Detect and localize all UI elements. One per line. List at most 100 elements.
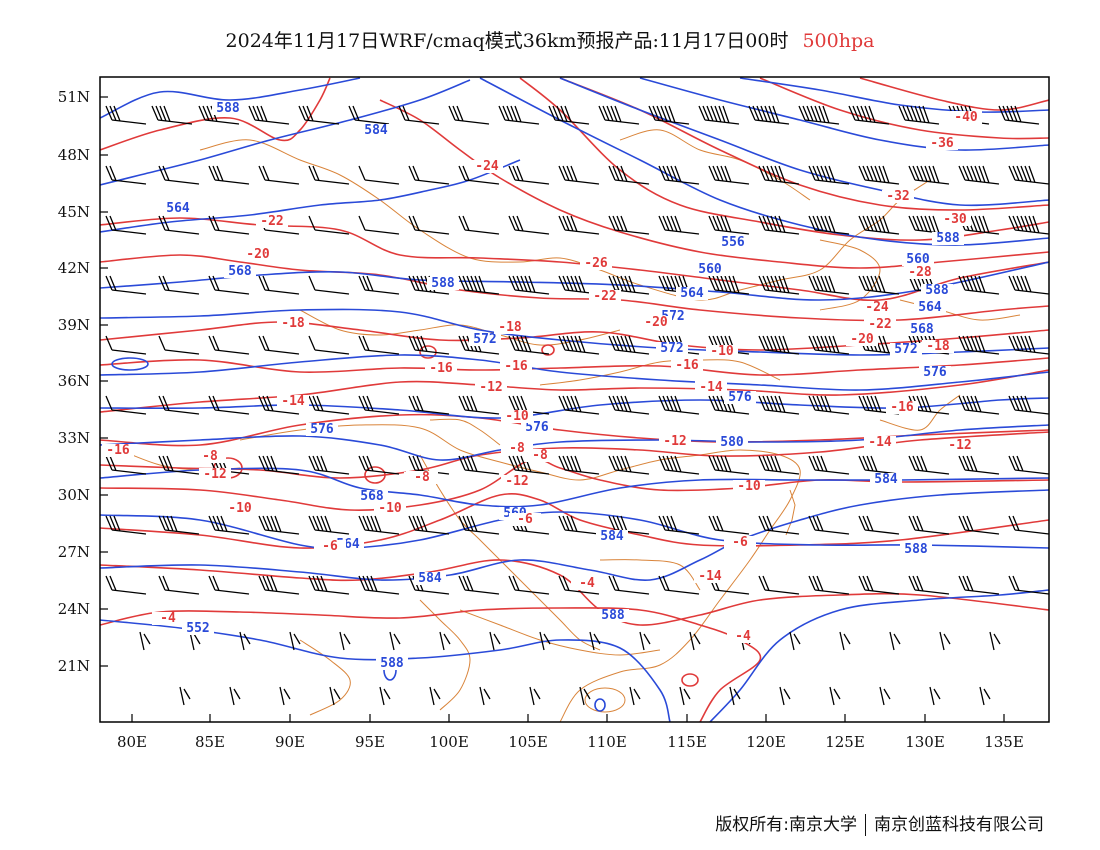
temperature-label-bg	[277, 395, 309, 408]
temperature-contour-label: -18	[926, 339, 950, 354]
boundary-line	[239, 424, 801, 722]
wind-barb-icon	[358, 165, 400, 185]
wind-barb-icon	[508, 335, 550, 355]
temperature-label-bg	[944, 439, 976, 452]
wind-barb-icon	[158, 275, 200, 295]
wind-barb-icon	[308, 335, 350, 355]
temperature-contour-line	[100, 357, 1049, 376]
wind-barb-icon	[158, 335, 200, 355]
temperature-contour-label: -16	[890, 400, 914, 415]
chart-title: 2024年11月17日WRF/cmaq模式36km预报产品:11月17日00时 5…	[0, 26, 1100, 53]
wind-barb-icon	[458, 455, 500, 475]
wind-barb-icon	[498, 105, 540, 125]
lat-tick-label: 45N	[58, 203, 90, 221]
temperature-contour-label: -8	[532, 448, 548, 463]
height-label-bg	[469, 333, 501, 346]
temperature-contour-label: -20	[644, 315, 668, 330]
wind-barb-icon	[458, 515, 500, 535]
height-label-bg	[427, 277, 459, 290]
wind-barb-icon	[408, 335, 450, 355]
boundary-line	[879, 394, 961, 431]
height-label-bg	[212, 102, 244, 115]
temperature-contour-line	[100, 254, 1049, 322]
copyright-separator	[865, 814, 866, 836]
wind-barb-icon	[829, 686, 841, 706]
wind-barb-icon	[758, 455, 800, 475]
wind-barb-icon	[808, 515, 850, 535]
title-text: 2024年11月17日WRF/cmaq模式36km预报产品:11月17日00时	[225, 30, 789, 52]
wind-barb-icon	[479, 686, 491, 706]
island-outline	[584, 687, 626, 713]
wind-barb-icon	[258, 275, 300, 295]
temperature-label-bg	[494, 321, 526, 334]
wind-barb-icon	[158, 215, 200, 235]
height-label-bg	[376, 657, 408, 670]
temperature-label-bg	[694, 570, 726, 583]
temperature-contour-label: -32	[886, 189, 909, 204]
height-label-bg	[921, 284, 953, 297]
boundary-line	[539, 359, 781, 386]
height-contour-label: 576	[310, 422, 334, 437]
temperature-label-bg	[242, 248, 274, 261]
temperature-contour-label: -16	[504, 359, 528, 374]
lon-tick-label: 80E	[117, 733, 147, 751]
wind-barb-icon	[448, 105, 490, 125]
height-contour-label: 568	[910, 322, 934, 337]
height-label-bg	[902, 253, 934, 266]
height-contour-line	[739, 77, 1049, 113]
wind-barb-icon	[558, 455, 600, 475]
wind-barb-icon	[858, 275, 900, 295]
wind-barb-icon	[608, 575, 650, 595]
temperature-contour-line	[759, 77, 1049, 140]
height-contour-label: 564	[918, 300, 942, 315]
height-contour-label: 560	[906, 252, 930, 267]
temperature-contour-label: -16	[106, 443, 130, 458]
wind-barb-icon	[758, 165, 800, 185]
temperature-label-bg	[733, 480, 765, 493]
wind-barb-icon	[939, 631, 951, 651]
height-contour-label: 568	[360, 489, 384, 504]
wind-barb-icon	[758, 335, 800, 355]
wind-barb-icon	[858, 165, 900, 185]
wind-barb-icon	[308, 455, 350, 475]
temperature-label-bg	[640, 316, 672, 329]
wind-barb-icon	[339, 631, 351, 651]
height-contour-line	[100, 424, 1049, 461]
wind-barb-icon	[289, 631, 301, 651]
temperature-label-bg	[374, 502, 406, 515]
wind-barb-icon	[208, 275, 250, 295]
temperature-label-bg	[102, 444, 134, 457]
height-contour-label: 588	[936, 231, 960, 246]
temperature-contour-line	[100, 607, 762, 722]
wind-barb-icon	[608, 275, 650, 295]
lon-tick-label: 110E	[587, 733, 627, 751]
wind-barb-icon	[708, 515, 750, 535]
wind-barb-icon	[508, 165, 550, 185]
wind-barb-icon	[658, 395, 700, 415]
wind-barb-icon	[658, 575, 700, 595]
wind-barb-icon	[789, 631, 801, 651]
longitude-axis: 80E 85E 90E 95E 100E 105E 110E 115E 120E 125E 130E…	[117, 714, 1024, 751]
lon-tick-label: 115E	[667, 733, 707, 751]
wind-barb-icon	[539, 631, 551, 651]
wind-barb-icon	[958, 165, 1000, 185]
wind-barb-icon	[408, 165, 450, 185]
wind-barb-icon	[979, 686, 991, 706]
wind-barb-icon	[179, 686, 191, 706]
wind-barb-icon	[558, 395, 600, 415]
temperature-contour-label: -4	[579, 576, 595, 591]
wind-barb-icon	[408, 395, 450, 415]
wind-barb-icon	[579, 686, 591, 706]
lon-tick-label: 90E	[275, 733, 305, 751]
wind-barb-icon	[658, 165, 700, 185]
height-contour-label: 588	[216, 101, 240, 116]
height-label-bg	[914, 301, 946, 314]
wind-barb-icon	[208, 215, 250, 235]
wind-barb-icon	[858, 515, 900, 535]
temperature-contour-label: -12	[505, 474, 528, 489]
height-label-bg	[162, 202, 194, 215]
lon-tick-label: 130E	[905, 733, 945, 751]
height-label-bg	[182, 622, 214, 635]
wind-barb-icon	[758, 215, 800, 235]
height-contour-label: 560	[698, 262, 722, 277]
